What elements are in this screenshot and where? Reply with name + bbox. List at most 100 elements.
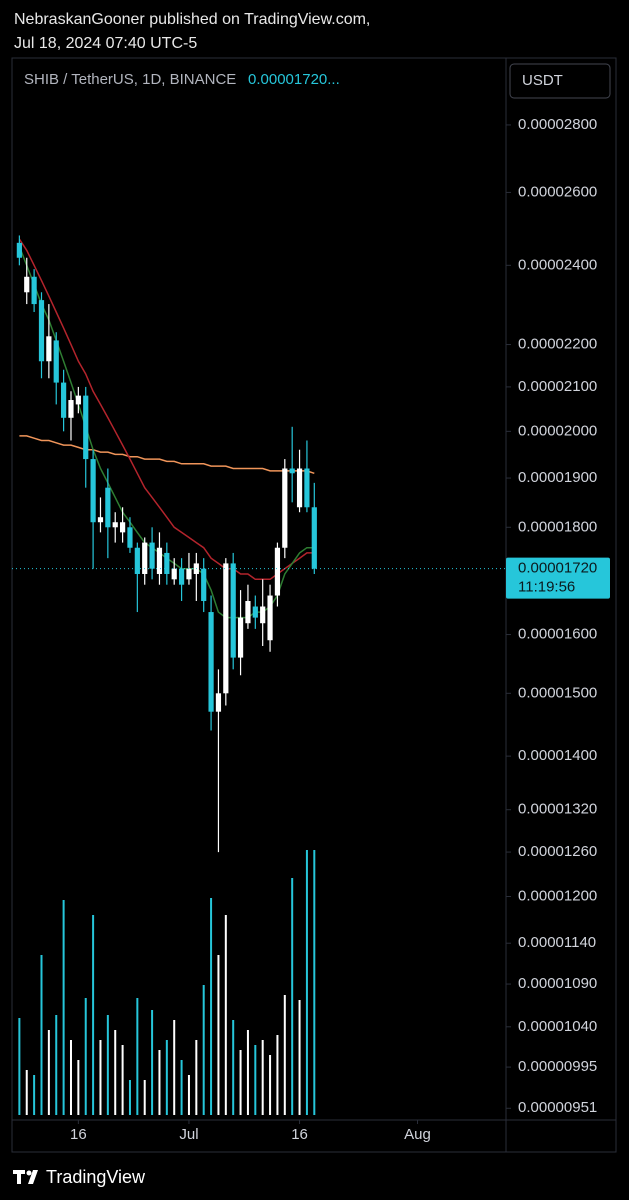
y-tick-label: 0.00002000	[518, 422, 597, 439]
candle-body	[83, 395, 89, 460]
volume-bar	[99, 1040, 102, 1115]
candle-body	[53, 340, 59, 383]
volume-bar	[69, 1040, 72, 1115]
volume-bar	[217, 955, 220, 1115]
x-tick-label: Aug	[404, 1126, 431, 1143]
candle-body	[223, 563, 229, 694]
volume-bar	[55, 1015, 58, 1115]
y-tick-label: 0.00001140	[518, 934, 596, 951]
candle-body	[171, 568, 177, 580]
currency-button[interactable]	[509, 63, 611, 99]
volume-bar	[283, 995, 286, 1115]
y-tick-label: 0.00000951	[518, 1099, 597, 1116]
countdown: 11:19:56	[518, 579, 575, 596]
y-tick-label: 0.00002600	[518, 183, 597, 200]
y-tick-label: 0.00001320	[518, 801, 597, 818]
volume-bar	[47, 1030, 50, 1115]
y-tick-label: 0.00002800	[518, 116, 597, 133]
candle-body	[134, 547, 140, 574]
volume-bar	[202, 985, 205, 1115]
y-tick-label: 0.00001800	[518, 518, 597, 535]
brand: TradingView	[46, 1167, 146, 1187]
symbol: SHIB / TetherUS, 1D, BINANCE	[24, 71, 236, 88]
candle-body	[61, 382, 67, 418]
logo	[13, 1170, 38, 1184]
chart-frame	[11, 57, 617, 1153]
y-tick-label: 0.00002200	[518, 336, 597, 353]
candle-body	[215, 693, 222, 712]
candle-body	[149, 542, 155, 569]
volume-bar	[151, 1010, 154, 1115]
volume-bar	[128, 1080, 131, 1115]
candle-body	[112, 522, 118, 528]
x-tick-label: 16	[291, 1126, 308, 1143]
candle-body	[164, 552, 170, 574]
y-tick-label: 0.00002400	[518, 256, 597, 273]
volume-bar	[291, 878, 294, 1115]
logo-part	[17, 1170, 21, 1184]
candle-body	[178, 568, 185, 585]
volume-bar	[210, 898, 213, 1115]
currency[interactable]: USDT	[522, 72, 563, 89]
plot	[16, 235, 317, 1115]
candle-body	[105, 487, 111, 528]
candle-body	[230, 563, 236, 658]
volume-bar	[18, 1018, 21, 1115]
y-tick-label: 0.00001900	[518, 469, 597, 486]
candle-body	[274, 547, 281, 596]
volume-bar	[143, 1080, 146, 1115]
volume-bar	[276, 1035, 279, 1115]
volume-bar	[136, 998, 139, 1115]
volume-bar	[121, 1045, 124, 1115]
volume-bar	[246, 1030, 249, 1115]
volume-bar	[40, 955, 43, 1115]
y-tick-label: 0.00002100	[518, 378, 597, 395]
x-tick-label: Jul	[179, 1126, 198, 1143]
volume-bar	[239, 1050, 242, 1115]
volume-bar	[305, 850, 308, 1115]
candle-body	[282, 468, 288, 548]
volume-bar	[165, 1040, 168, 1115]
publisher: NebraskanGooner published on TradingView…	[14, 11, 370, 28]
candle-body	[24, 276, 30, 293]
candle-body	[119, 522, 126, 533]
volume-bar	[84, 998, 87, 1115]
candle-body	[127, 527, 133, 548]
candle-body	[97, 517, 104, 523]
x-tick-label: 16	[70, 1126, 87, 1143]
candle-body	[38, 300, 45, 362]
candle-body	[267, 595, 273, 641]
y-tick-label: 0.00001090	[518, 975, 597, 992]
y-tick-label: 0.00001200	[518, 887, 597, 904]
moving-average	[19, 435, 315, 475]
last-price-box	[506, 557, 610, 599]
volume-bar	[114, 1030, 117, 1115]
volume-bar	[106, 1015, 109, 1115]
candle-body	[46, 336, 52, 362]
candle-body	[16, 242, 22, 258]
candle-body	[90, 459, 96, 523]
volume-bar	[261, 1040, 264, 1115]
y-tick-label: 0.00001500	[518, 684, 597, 701]
volume-bar	[92, 915, 95, 1115]
candle-body	[31, 276, 37, 305]
candle-body	[186, 568, 192, 580]
y-tick-label: 0.00001400	[518, 747, 597, 764]
volume-bar	[33, 1075, 36, 1115]
timestamp: Jul 18, 2024 07:40 UTC-5	[14, 35, 197, 52]
candle-body	[75, 395, 81, 405]
moving-average	[18, 238, 315, 581]
y-tick-label: 0.00000995	[518, 1058, 597, 1075]
y-tick-label: 0.00001040	[518, 1018, 597, 1035]
candle-body	[252, 606, 258, 618]
candle-body	[304, 468, 310, 508]
volume-bar	[313, 850, 316, 1115]
candle-body	[289, 468, 295, 474]
volume-bar	[298, 1000, 301, 1115]
symbol-price: 0.00001720...	[248, 71, 340, 88]
volume-bar	[158, 1050, 161, 1115]
y-tick-label: 0.00001260	[518, 843, 597, 860]
volume-bar	[180, 1060, 183, 1115]
candle-body	[208, 612, 214, 712]
